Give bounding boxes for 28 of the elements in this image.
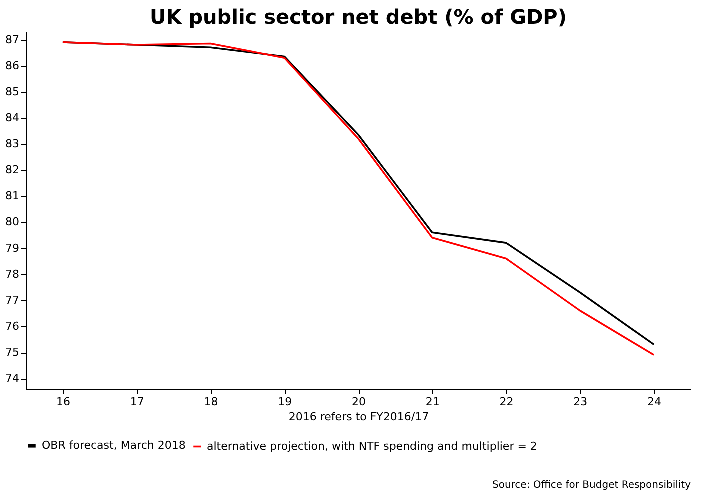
y-tick-label: 80 bbox=[6, 216, 20, 229]
y-tick-label: 85 bbox=[6, 85, 20, 98]
y-tick-label: 82 bbox=[6, 164, 20, 177]
y-tick-label: 84 bbox=[6, 111, 20, 124]
x-tick-label: 24 bbox=[648, 396, 662, 408]
x-tick-label: 19 bbox=[278, 396, 292, 408]
y-tick-label: 87 bbox=[6, 33, 20, 46]
y-tick-label: 86 bbox=[6, 59, 20, 72]
x-tick-label: 21 bbox=[426, 396, 440, 408]
y-tick-label: 75 bbox=[6, 346, 20, 360]
y-tick-label: 83 bbox=[6, 138, 20, 151]
legend-label: OBR forecast, March 2018 bbox=[42, 439, 186, 452]
y-tick-label: 74 bbox=[6, 372, 20, 386]
x-tick-label: 23 bbox=[574, 396, 588, 408]
y-tick-label: 77 bbox=[6, 294, 20, 307]
x-tick-label: 20 bbox=[352, 396, 366, 408]
x-tick-label: 16 bbox=[56, 396, 70, 408]
x-axis-title: 2016 refers to FY2016/17 bbox=[288, 410, 430, 424]
x-tick-label: 22 bbox=[500, 396, 514, 408]
x-tick-label: 18 bbox=[204, 396, 218, 408]
chart-title: UK public sector net debt (% of GDP) bbox=[150, 5, 567, 29]
y-tick-label: 81 bbox=[6, 190, 20, 203]
y-tick-label: 78 bbox=[6, 268, 20, 281]
legend-label: alternative projection, with NTF spending and multiplier = 2 bbox=[207, 440, 538, 453]
x-tick-label: 17 bbox=[130, 396, 144, 408]
y-tick-label: 79 bbox=[6, 242, 20, 255]
y-tick-label: 76 bbox=[6, 320, 20, 333]
source-note: Source: Office for Budget Responsibility bbox=[492, 480, 692, 491]
